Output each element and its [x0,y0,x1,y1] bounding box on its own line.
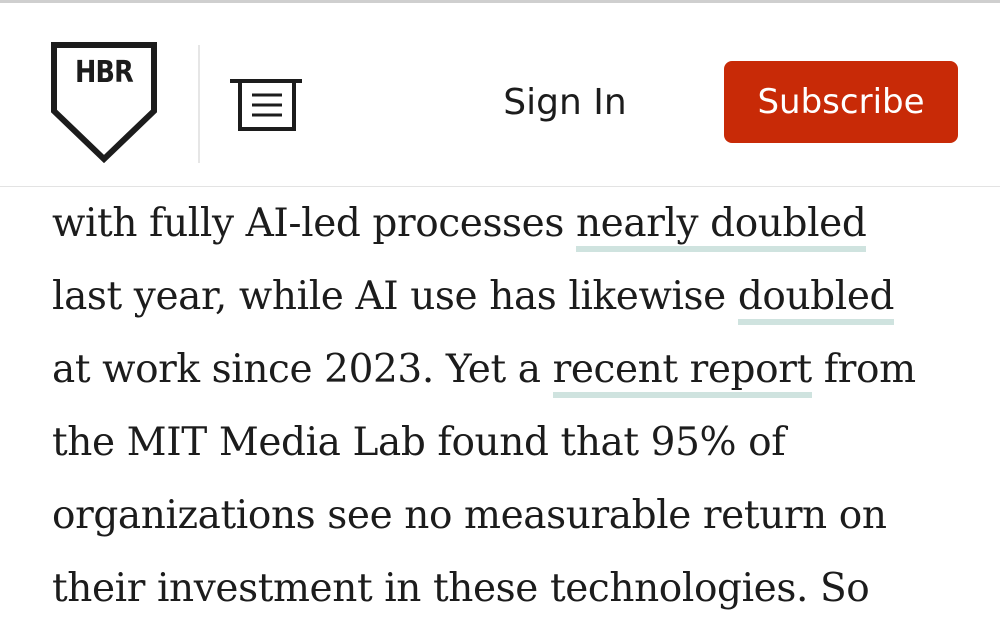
site-header: HBR Sign In Subscribe [0,3,1000,187]
article-line: their investment in these technologies. … [52,552,992,625]
article-text: with fully AI-led processes [52,201,576,246]
article-text: from [811,347,916,392]
sign-in-link[interactable]: Sign In [503,82,627,123]
article-text: the MIT Media Lab found that 95% of [52,420,786,465]
article-link[interactable]: doubled [737,274,894,325]
shield-icon [51,42,157,163]
article-text: at work since 2023. Yet a [52,347,553,392]
article-line: last year, while AI use has likewise dou… [52,260,992,333]
article-line: at work since 2023. Yet a recent report … [52,333,992,406]
article-line: with fully AI-led processes nearly doubl… [52,187,992,260]
article-line: organizations see no measurable return o… [52,479,992,552]
article-text: organizations see no measurable return o… [52,493,887,538]
top-border [0,0,1000,3]
hbr-logo[interactable]: HBR [50,41,158,163]
article-link[interactable]: nearly doubled [575,201,867,252]
menu-icon [230,79,302,131]
subscribe-button[interactable]: Subscribe [724,61,958,143]
article-link[interactable]: recent report [552,347,812,398]
article-text: last year, while AI use has likewise [52,274,738,319]
article-line: the MIT Media Lab found that 95% of [52,406,992,479]
menu-button[interactable] [226,75,306,135]
article-body: with fully AI-led processes nearly doubl… [52,187,992,625]
article-text: their investment in these technologies. … [52,566,870,611]
logo-text: HBR [75,55,134,90]
header-divider [198,45,200,163]
